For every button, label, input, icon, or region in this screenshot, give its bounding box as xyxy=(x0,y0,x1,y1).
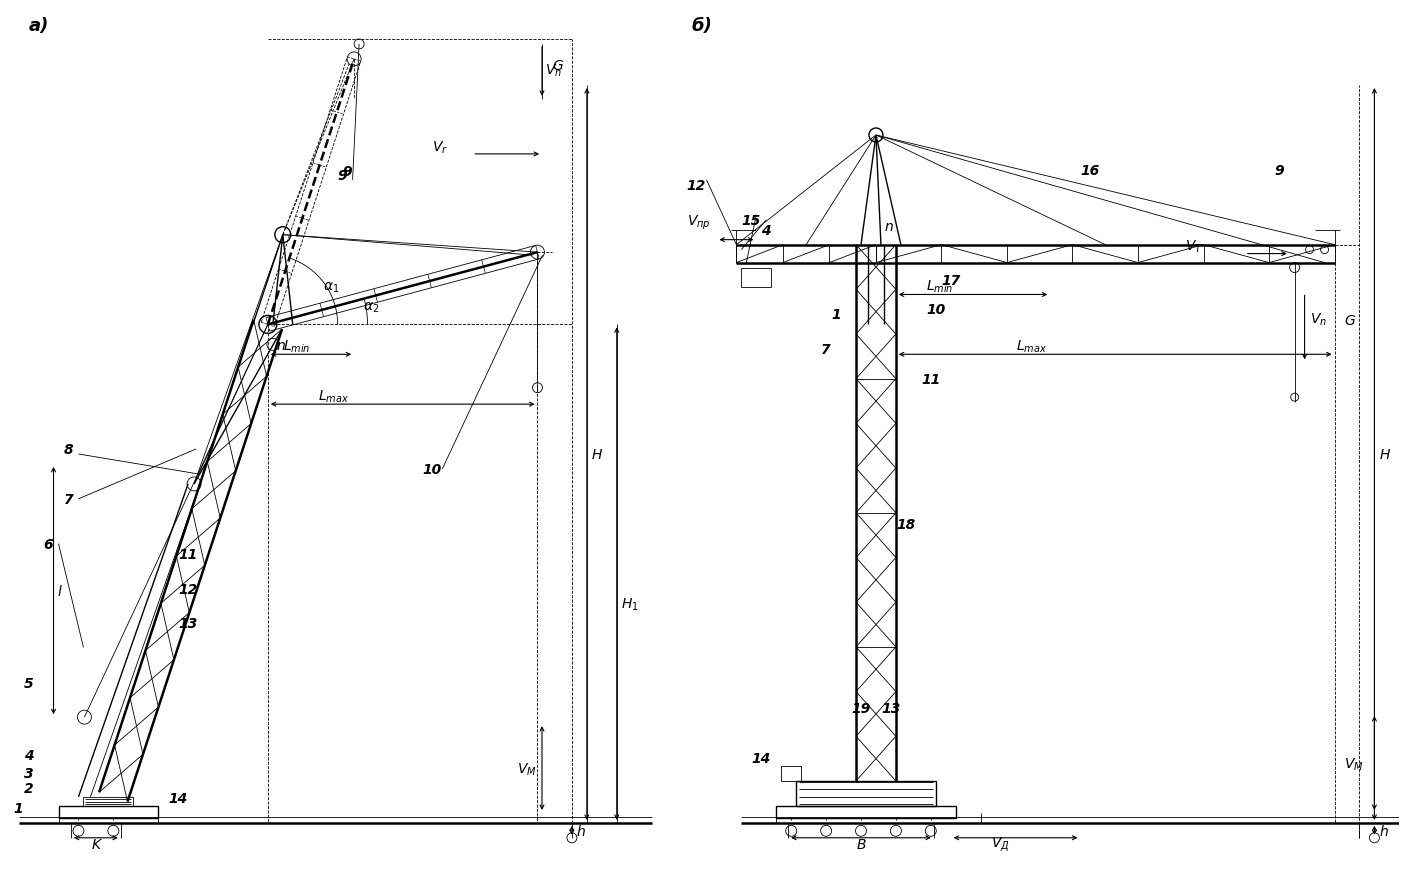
Bar xyxy=(741,268,772,288)
Text: $\alpha_1$: $\alpha_1$ xyxy=(323,280,340,294)
Text: 9: 9 xyxy=(338,169,348,182)
Text: 8: 8 xyxy=(63,443,73,457)
Text: 9: 9 xyxy=(342,164,352,179)
Text: 12: 12 xyxy=(687,179,706,192)
Text: 3: 3 xyxy=(24,766,34,780)
Text: $H_1$: $H_1$ xyxy=(620,595,638,612)
Bar xyxy=(781,766,801,781)
Text: 6: 6 xyxy=(43,537,53,551)
Text: $h$: $h$ xyxy=(575,822,585,838)
Text: $L_{min}$: $L_{min}$ xyxy=(283,338,310,354)
Text: 7: 7 xyxy=(63,493,73,506)
Text: $H$: $H$ xyxy=(591,448,603,461)
Text: $n$: $n$ xyxy=(884,219,894,233)
Text: $V_r$: $V_r$ xyxy=(432,139,449,156)
Text: 1: 1 xyxy=(831,308,840,322)
Text: 11: 11 xyxy=(922,373,940,387)
Text: $L_{min}$: $L_{min}$ xyxy=(926,278,953,294)
Text: 16: 16 xyxy=(1080,164,1100,178)
Text: 5: 5 xyxy=(24,677,34,690)
Text: $B$: $B$ xyxy=(856,837,867,851)
Text: $V_T$: $V_T$ xyxy=(1186,239,1204,255)
Text: 10: 10 xyxy=(926,303,946,317)
Text: б): б) xyxy=(692,17,713,35)
Text: $G$: $G$ xyxy=(1344,314,1357,328)
Text: $n$: $n$ xyxy=(276,339,286,353)
Text: 9: 9 xyxy=(1275,164,1285,178)
Text: 14: 14 xyxy=(752,751,770,765)
Text: 13: 13 xyxy=(178,617,198,631)
Bar xyxy=(776,806,955,818)
Text: $L_{max}$: $L_{max}$ xyxy=(317,388,349,404)
Text: $\alpha_2$: $\alpha_2$ xyxy=(362,300,379,315)
Text: $V_M$: $V_M$ xyxy=(1344,756,1364,772)
Text: $L_{max}$: $L_{max}$ xyxy=(1016,338,1047,354)
Text: $G$: $G$ xyxy=(551,59,564,72)
Text: $V_n$: $V_n$ xyxy=(1309,311,1327,327)
Text: 13: 13 xyxy=(881,702,901,715)
Text: $H$: $H$ xyxy=(1379,448,1392,461)
Text: 15: 15 xyxy=(742,214,760,227)
Text: 1: 1 xyxy=(14,801,24,815)
Text: $h$: $h$ xyxy=(1379,822,1389,838)
Text: $V_n$: $V_n$ xyxy=(544,63,563,80)
Text: 17: 17 xyxy=(941,274,960,287)
Text: 11: 11 xyxy=(178,547,198,561)
Text: $l$: $l$ xyxy=(56,584,62,598)
Text: 18: 18 xyxy=(897,518,916,531)
Text: 7: 7 xyxy=(821,343,831,357)
Text: 4: 4 xyxy=(762,224,772,238)
Text: 4: 4 xyxy=(24,748,34,763)
Text: $V_{Д}$: $V_{Д}$ xyxy=(991,835,1009,855)
Text: 19: 19 xyxy=(852,702,871,715)
Text: $V_M$: $V_M$ xyxy=(518,761,537,778)
Text: $K$: $K$ xyxy=(91,837,102,851)
Text: 12: 12 xyxy=(178,582,198,596)
Bar xyxy=(59,806,159,818)
Text: 10: 10 xyxy=(422,462,442,477)
Text: 2: 2 xyxy=(24,781,34,795)
Bar xyxy=(797,781,936,806)
Text: a): a) xyxy=(28,17,49,35)
Text: $V_{пр}$: $V_{пр}$ xyxy=(686,214,710,232)
Text: 14: 14 xyxy=(168,791,188,805)
Bar xyxy=(83,797,133,806)
